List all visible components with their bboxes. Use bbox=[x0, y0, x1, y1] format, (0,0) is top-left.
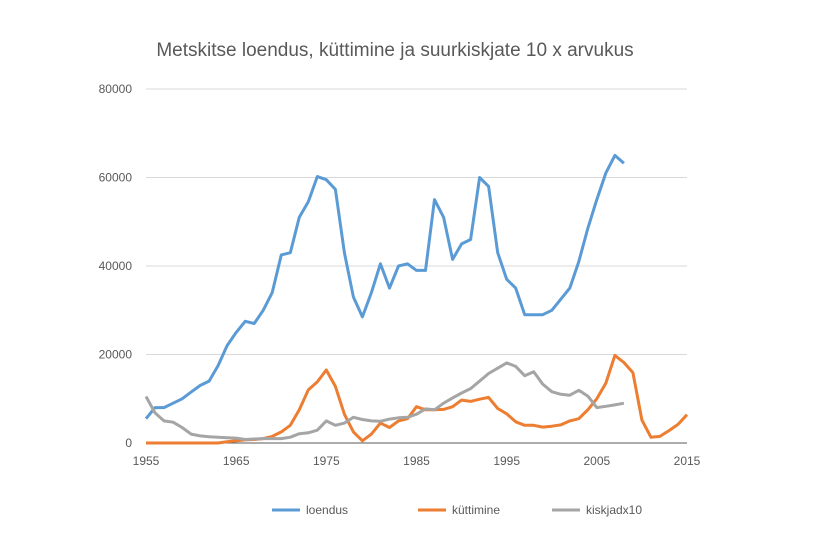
x-tick-label: 1965 bbox=[223, 454, 250, 468]
y-tick-label: 20000 bbox=[99, 348, 133, 362]
y-tick-label: 40000 bbox=[99, 259, 133, 273]
y-axis-ticks: 0 20000 40000 60000 80000 bbox=[99, 82, 133, 450]
x-tick-label: 1955 bbox=[133, 454, 160, 468]
gridlines bbox=[146, 88, 687, 444]
legend-label: küttimine bbox=[452, 503, 500, 517]
chart-title: Metskitse loendus, küttimine ja suurkisk… bbox=[156, 40, 633, 61]
x-tick-label: 2015 bbox=[674, 454, 701, 468]
x-tick-label: 2005 bbox=[583, 454, 610, 468]
y-tick-label: 60000 bbox=[99, 171, 133, 185]
legend-label: kiskjadx10 bbox=[586, 503, 642, 517]
series-line-loendus bbox=[144, 153, 625, 420]
x-tick-label: 1995 bbox=[493, 454, 520, 468]
series-lines bbox=[144, 153, 689, 445]
y-tick-label: 80000 bbox=[99, 82, 133, 96]
x-axis-ticks: 1955 1965 1975 1985 1995 2005 2015 bbox=[133, 454, 701, 468]
legend-label: loendus bbox=[306, 503, 348, 517]
legend: loendus küttimine kiskjadx10 bbox=[272, 503, 642, 517]
series-line-kiskjadx10 bbox=[144, 361, 625, 441]
x-tick-label: 1985 bbox=[403, 454, 430, 468]
series-line-küttimine bbox=[146, 353, 689, 445]
y-tick-label: 0 bbox=[125, 436, 132, 450]
x-tick-label: 1975 bbox=[313, 454, 340, 468]
